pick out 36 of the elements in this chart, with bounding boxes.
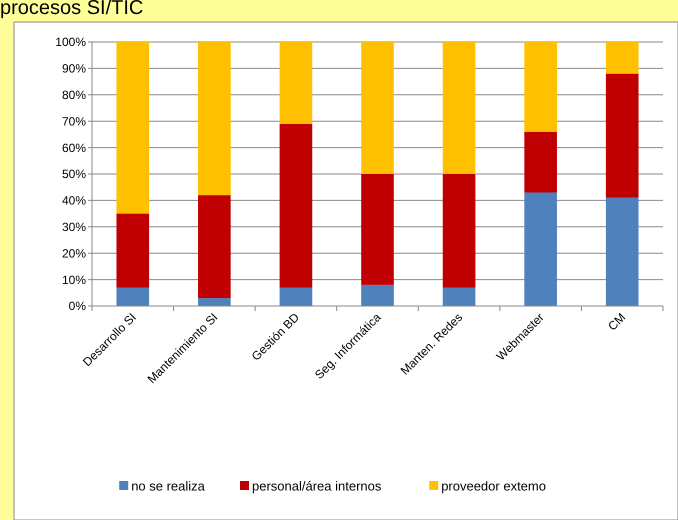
bar <box>524 42 557 132</box>
bar <box>198 42 231 196</box>
y-tick-label: 50% <box>62 167 86 182</box>
legend-label: no se realiza <box>131 478 206 494</box>
bar <box>361 284 394 306</box>
x-tick-label: CM <box>605 310 628 334</box>
y-tick-label: 40% <box>62 194 86 208</box>
y-tick-label: 0% <box>68 299 86 314</box>
bar <box>606 198 639 306</box>
bar <box>524 192 557 306</box>
y-tick-label: 90% <box>62 62 86 76</box>
bar <box>116 214 150 288</box>
bar <box>198 195 231 298</box>
bar <box>116 288 150 306</box>
bar <box>442 42 476 174</box>
y-tick-label: 80% <box>62 88 86 102</box>
bar <box>606 74 639 198</box>
bar <box>606 42 639 74</box>
y-tick-label: 30% <box>62 220 86 234</box>
y-tick-label: 100% <box>55 35 86 50</box>
bar <box>524 132 557 192</box>
legend-label: personal/área internos <box>252 478 382 494</box>
bar <box>442 288 476 306</box>
bar <box>361 174 394 285</box>
y-tick-label: 60% <box>62 140 86 155</box>
y-tick-label: 20% <box>62 246 86 260</box>
bar <box>116 42 150 214</box>
y-tick-label: 10% <box>62 272 86 287</box>
bar <box>280 42 312 124</box>
y-tick-label: 70% <box>62 114 86 128</box>
bar <box>280 288 312 306</box>
legend-label: proveedor extemo <box>441 478 546 494</box>
bar <box>361 42 394 174</box>
bar <box>280 124 312 288</box>
bar <box>198 298 231 306</box>
bar <box>442 174 476 288</box>
